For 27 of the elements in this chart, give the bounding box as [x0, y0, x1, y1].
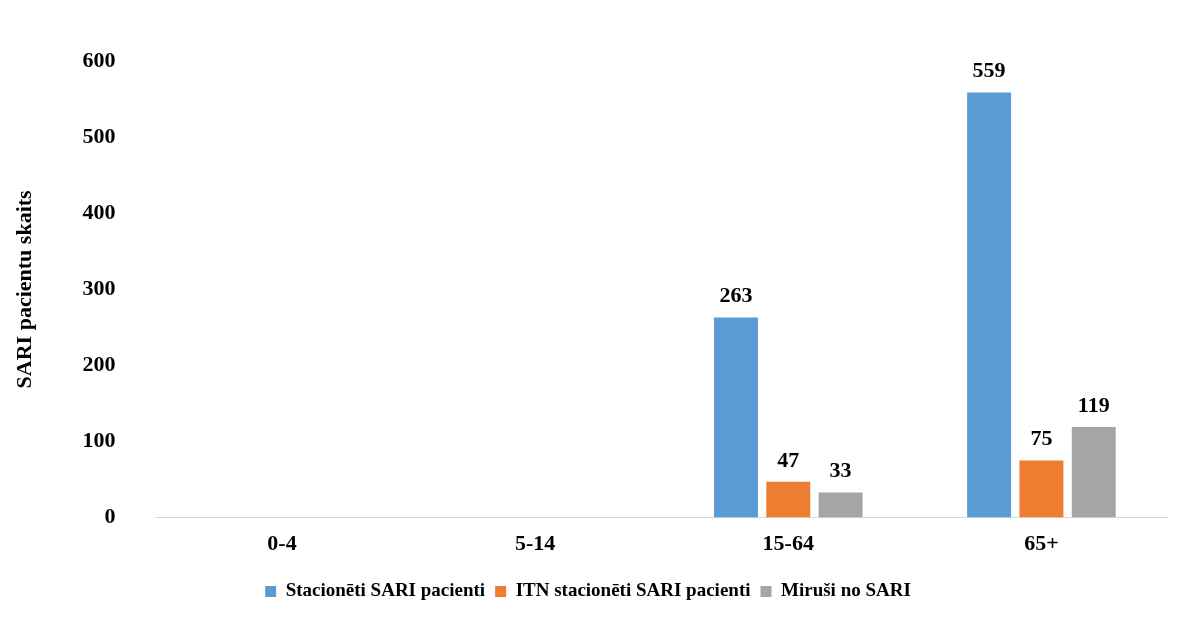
y-tick-label: 200 [82, 351, 116, 377]
y-tick-label: 300 [82, 275, 116, 301]
x-tick-label: 65+ [1024, 530, 1059, 556]
y-axis-title: SARI pacientu skaits [10, 189, 36, 389]
y-tick-label: 400 [82, 199, 116, 225]
legend-label: Miruši no SARI [781, 579, 911, 601]
bar [818, 492, 863, 518]
bar [713, 317, 758, 518]
data-label: 47 [777, 446, 800, 472]
x-tick-label: 0-4 [267, 530, 297, 556]
bar [967, 92, 1012, 518]
data-label: 263 [719, 282, 753, 308]
legend-label: Stacionēti SARI pacienti [285, 579, 486, 601]
y-tick-label: 600 [82, 46, 116, 72]
y-tick-label: 100 [82, 427, 116, 453]
y-tick-label: 0 [104, 503, 116, 529]
x-tick-label: 15-64 [762, 530, 814, 556]
y-tick-label: 500 [82, 122, 116, 148]
data-label: 75 [1030, 425, 1053, 451]
bar [1019, 460, 1064, 518]
legend-label: ITN stacionēti SARI pacienti [515, 579, 751, 601]
data-label: 33 [829, 457, 852, 483]
data-label: 559 [972, 57, 1006, 83]
bar [766, 481, 811, 518]
x-tick-label: 5-14 [514, 530, 556, 556]
data-label: 119 [1077, 391, 1110, 417]
bar [1071, 427, 1116, 518]
